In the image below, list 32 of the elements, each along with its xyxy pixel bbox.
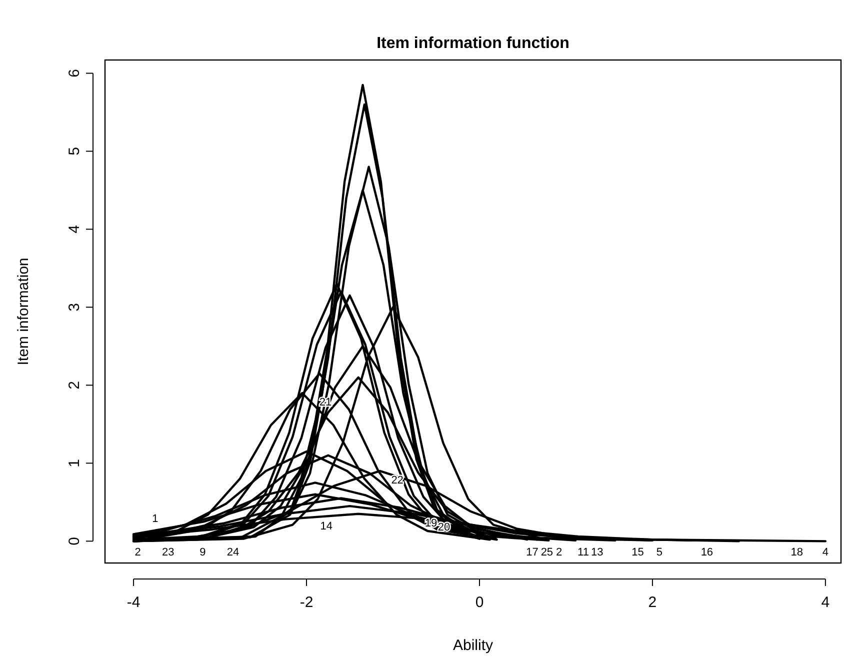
annotation: 23 (162, 546, 174, 558)
chart-title: Item information function (376, 35, 570, 52)
x-tick-label: 0 (475, 594, 484, 611)
annotation: 14 (320, 520, 333, 533)
annotation: 11 (578, 546, 589, 558)
annotation: 2 (556, 546, 562, 558)
x-axis-title: Ability (452, 637, 494, 654)
annotation: 17 (526, 546, 538, 558)
annotation: 24 (226, 546, 240, 558)
y-axis-title: Item information (15, 258, 32, 366)
y-tick-label: 3 (66, 303, 83, 312)
x-tick-label: -2 (300, 594, 314, 611)
y-tick-label: 4 (66, 225, 83, 234)
annotation: 16 (700, 546, 714, 558)
y-tick-label: 6 (66, 69, 83, 78)
annotation: 9 (200, 546, 206, 558)
y-tick-label: 2 (66, 381, 83, 390)
annotation: 4 (822, 546, 828, 558)
annotation: 25 (540, 546, 554, 558)
annotation: 1 (152, 512, 158, 525)
y-tick-label: 1 (66, 459, 83, 468)
annotation: 18 (790, 546, 804, 558)
x-tick-label: 4 (821, 594, 830, 611)
annotation: 15 (632, 546, 644, 558)
y-tick-label: 5 (66, 147, 83, 156)
annotation: 13 (590, 546, 604, 558)
y-tick-label: 0 (66, 536, 83, 546)
annotation: 20 (438, 521, 450, 534)
x-tick-label: -4 (126, 594, 140, 611)
annotation: 5 (656, 546, 662, 558)
annotation: 2 (134, 546, 141, 558)
x-tick-label: 2 (648, 594, 657, 611)
